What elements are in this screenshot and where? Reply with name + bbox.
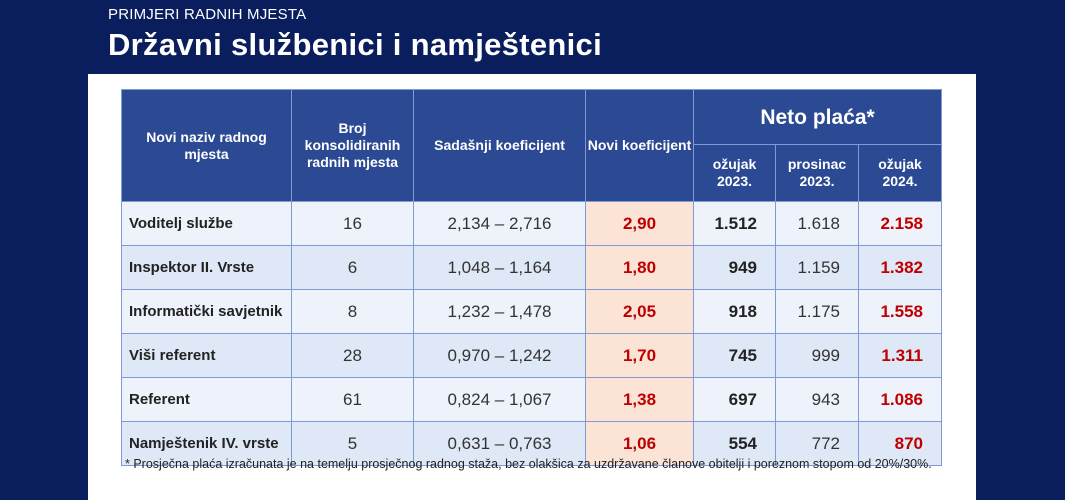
row-neto-december-2023: 1.175 bbox=[775, 289, 859, 334]
col-header-count: Broj konsolidiranih radnih mjesta bbox=[291, 89, 414, 202]
row-neto-march-2024: 2.158 bbox=[858, 201, 942, 246]
row-name: Voditelj službe bbox=[121, 201, 292, 246]
row-new-coef: 1,38 bbox=[585, 377, 694, 422]
col-header-name: Novi naziv radnog mjesta bbox=[121, 89, 292, 202]
row-neto-december-2023: 1.618 bbox=[775, 201, 859, 246]
row-neto-march-2023: 949 bbox=[693, 245, 776, 290]
row-current-coef: 1,048 – 1,164 bbox=[413, 245, 586, 290]
col-header-march-2024: ožujak 2024. bbox=[858, 144, 942, 202]
slide-subtitle: PRIMJERI RADNIH MJESTA bbox=[108, 6, 307, 23]
row-neto-march-2023: 697 bbox=[693, 377, 776, 422]
row-neto-march-2024: 1.382 bbox=[858, 245, 942, 290]
table-row: Viši referent 28 0,970 – 1,242 1,70 745 … bbox=[121, 333, 942, 378]
row-new-coef: 1,06 bbox=[585, 421, 694, 466]
table-row: Informatički savjetnik 8 1,232 – 1,478 2… bbox=[121, 289, 942, 334]
row-new-coef: 1,80 bbox=[585, 245, 694, 290]
row-neto-december-2023: 943 bbox=[775, 377, 859, 422]
title-bar: PRIMJERI RADNIH MJESTA Državni službenic… bbox=[88, 0, 976, 74]
row-neto-december-2023: 772 bbox=[775, 421, 859, 466]
row-count: 61 bbox=[291, 377, 414, 422]
row-current-coef: 0,631 – 0,763 bbox=[413, 421, 586, 466]
slide: PRIMJERI RADNIH MJESTA Državni službenic… bbox=[88, 0, 976, 500]
table-row: Namještenik IV. vrste 5 0,631 – 0,763 1,… bbox=[121, 421, 942, 466]
row-name: Namještenik IV. vrste bbox=[121, 421, 292, 466]
table-row: Referent 61 0,824 – 1,067 1,38 697 943 1… bbox=[121, 377, 942, 422]
col-header-december-2023: prosinac 2023. bbox=[775, 144, 859, 202]
footnote: * Prosječna plaća izračunata je na temel… bbox=[125, 457, 932, 471]
row-count: 8 bbox=[291, 289, 414, 334]
row-new-coef: 2,90 bbox=[585, 201, 694, 246]
row-name: Informatički savjetnik bbox=[121, 289, 292, 334]
row-count: 28 bbox=[291, 333, 414, 378]
row-current-coef: 2,134 – 2,716 bbox=[413, 201, 586, 246]
salary-table: Novi naziv radnog mjesta Broj konsolidir… bbox=[121, 89, 942, 466]
row-count: 6 bbox=[291, 245, 414, 290]
row-neto-march-2023: 1.512 bbox=[693, 201, 776, 246]
row-neto-march-2023: 554 bbox=[693, 421, 776, 466]
col-header-march-2023: ožujak 2023. bbox=[693, 144, 776, 202]
row-count: 16 bbox=[291, 201, 414, 246]
row-neto-december-2023: 999 bbox=[775, 333, 859, 378]
row-name: Viši referent bbox=[121, 333, 292, 378]
row-current-coef: 0,824 – 1,067 bbox=[413, 377, 586, 422]
row-neto-december-2023: 1.159 bbox=[775, 245, 859, 290]
row-new-coef: 2,05 bbox=[585, 289, 694, 334]
row-current-coef: 0,970 – 1,242 bbox=[413, 333, 586, 378]
row-neto-march-2023: 918 bbox=[693, 289, 776, 334]
row-name: Referent bbox=[121, 377, 292, 422]
col-header-current-coef: Sadašnji koeficijent bbox=[413, 89, 586, 202]
row-neto-march-2024: 1.311 bbox=[858, 333, 942, 378]
row-new-coef: 1,70 bbox=[585, 333, 694, 378]
table-row: Voditelj službe 16 2,134 – 2,716 2,90 1.… bbox=[121, 201, 942, 246]
table-row: Inspektor II. Vrste 6 1,048 – 1,164 1,80… bbox=[121, 245, 942, 290]
col-header-new-coef: Novi koeficijent bbox=[585, 89, 694, 202]
slide-title: Državni službenici i namještenici bbox=[108, 27, 603, 62]
row-neto-march-2023: 745 bbox=[693, 333, 776, 378]
row-neto-march-2024: 1.558 bbox=[858, 289, 942, 334]
row-neto-march-2024: 1.086 bbox=[858, 377, 942, 422]
row-neto-march-2024: 870 bbox=[858, 421, 942, 466]
row-name: Inspektor II. Vrste bbox=[121, 245, 292, 290]
row-current-coef: 1,232 – 1,478 bbox=[413, 289, 586, 334]
col-header-neto: Neto plaća* bbox=[693, 89, 942, 145]
